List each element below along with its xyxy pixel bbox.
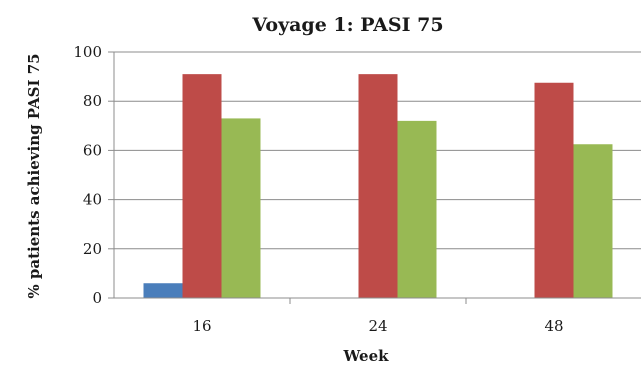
bar-series-3-24 <box>397 120 437 298</box>
x-tick-label: 24 <box>368 317 387 335</box>
x-axis-label: Week <box>342 347 389 365</box>
bar-series-1-16 <box>143 283 183 298</box>
bar-series-2-48 <box>534 82 574 298</box>
y-tick-label: 20 <box>83 240 102 258</box>
bar-series-3-48 <box>573 144 613 298</box>
y-tick-label: 100 <box>73 43 102 61</box>
y-tick-label: 40 <box>83 191 102 209</box>
x-tick-label: 48 <box>544 317 563 335</box>
bar-series-3-16 <box>221 118 261 298</box>
chart-title: Voyage 1: PASI 75 <box>251 14 443 36</box>
bars <box>143 74 613 298</box>
y-tick-label: 80 <box>83 92 102 110</box>
x-tick-label: 16 <box>192 317 211 335</box>
y-tick-label: 60 <box>83 141 102 159</box>
tick-labels: 0 20 40 60 80 100 16 24 48 <box>73 43 563 335</box>
axes <box>108 51 641 304</box>
bar-series-2-16 <box>182 74 222 298</box>
y-tick-label: 0 <box>92 289 102 307</box>
bar-series-2-24 <box>358 74 398 298</box>
y-axis-label: % patients achieving PASI 75 <box>25 53 43 298</box>
